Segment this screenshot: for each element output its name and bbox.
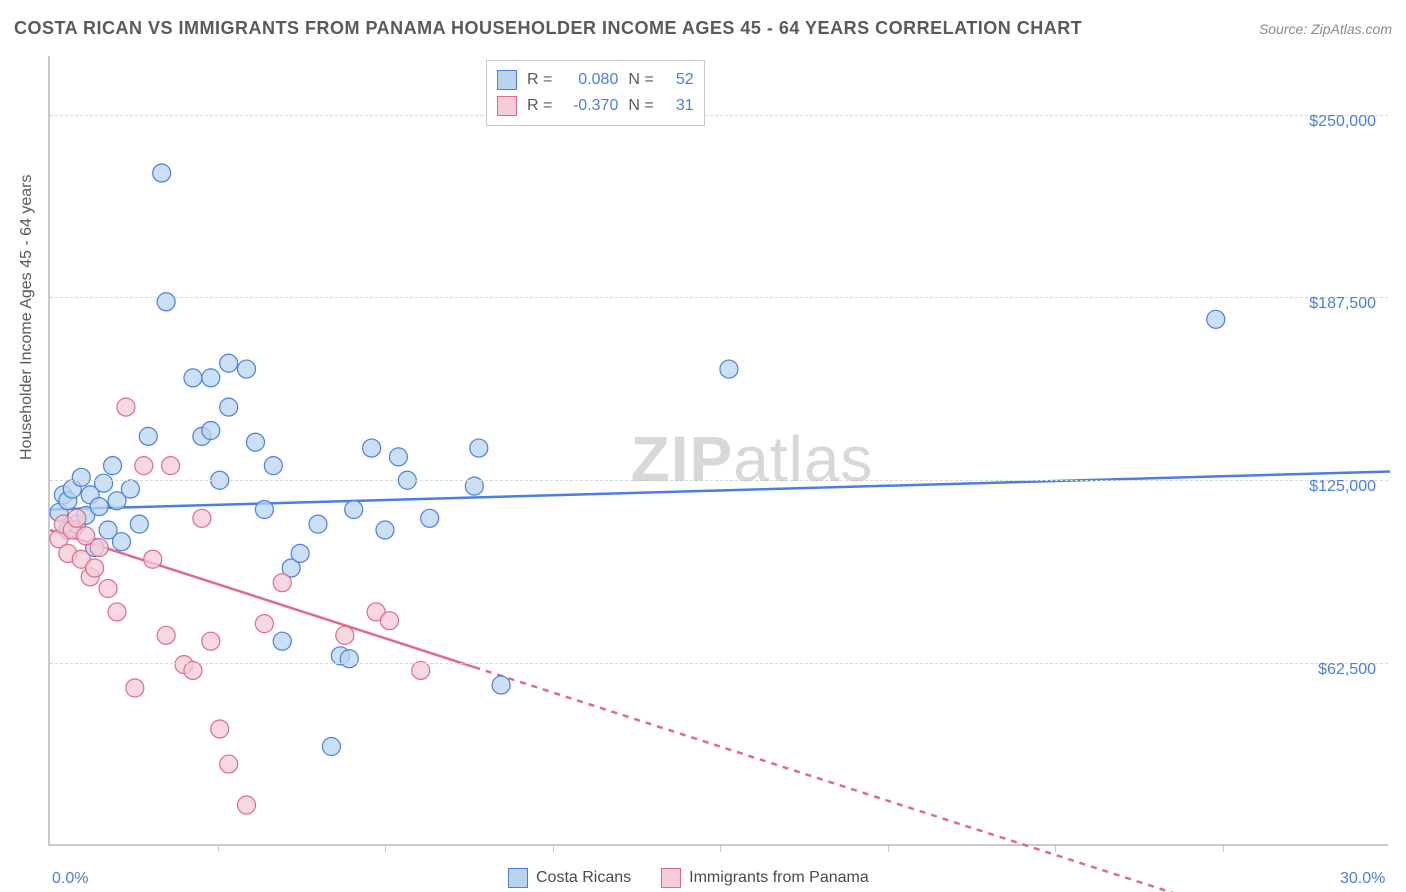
r-label: R = — [527, 71, 552, 89]
data-point — [246, 433, 264, 451]
data-point — [108, 603, 126, 621]
y-axis-label: Householder Income Ages 45 - 64 years — [18, 175, 36, 461]
data-point — [193, 509, 211, 527]
n-label: N = — [628, 71, 653, 89]
data-point — [336, 626, 354, 644]
data-point — [157, 293, 175, 311]
data-point — [220, 398, 238, 416]
chart-title: COSTA RICAN VS IMMIGRANTS FROM PANAMA HO… — [14, 18, 1082, 39]
legend-row: R = 0.080 N = 52 — [497, 67, 694, 93]
plot-area: $62,500$125,000$187,500$250,000ZIPatlasR… — [48, 56, 1388, 846]
data-point — [492, 676, 510, 694]
data-point — [157, 626, 175, 644]
n-value: 31 — [664, 97, 694, 115]
grid-line — [50, 297, 1388, 298]
data-point — [412, 661, 430, 679]
data-point — [376, 521, 394, 539]
data-point — [255, 501, 273, 519]
data-point — [202, 632, 220, 650]
source-prefix: Source: — [1259, 21, 1311, 37]
grid-line — [50, 115, 1388, 116]
data-point — [162, 457, 180, 475]
y-tick-label: $187,500 — [1309, 295, 1376, 313]
data-point — [112, 533, 130, 551]
r-value: 0.080 — [562, 71, 618, 89]
data-point — [139, 427, 157, 445]
y-tick-label: $62,500 — [1318, 661, 1376, 679]
data-point — [202, 369, 220, 387]
series-name: Costa Ricans — [536, 869, 631, 887]
r-value: -0.370 — [562, 97, 618, 115]
series-name: Immigrants from Panama — [689, 869, 869, 887]
legend-swatch — [508, 868, 528, 888]
data-point — [322, 738, 340, 756]
x-tick — [553, 844, 554, 852]
data-point — [273, 632, 291, 650]
data-point — [130, 515, 148, 533]
data-point — [389, 448, 407, 466]
data-point — [220, 354, 238, 372]
data-point — [86, 559, 104, 577]
x-tick — [1223, 844, 1224, 852]
data-point — [363, 439, 381, 457]
data-point — [470, 439, 488, 457]
data-point — [220, 755, 238, 773]
legend-swatch — [497, 96, 517, 116]
data-point — [184, 369, 202, 387]
x-tick — [218, 844, 219, 852]
data-point — [345, 501, 363, 519]
data-point — [135, 457, 153, 475]
correlation-legend: R = 0.080 N = 52 R = -0.370 N = 31 — [486, 60, 705, 126]
data-point — [380, 612, 398, 630]
data-point — [90, 498, 108, 516]
data-point — [104, 457, 122, 475]
data-point — [153, 164, 171, 182]
data-point — [211, 720, 229, 738]
data-point — [238, 360, 256, 378]
n-label: N = — [628, 97, 653, 115]
data-point — [291, 544, 309, 562]
legend-swatch — [661, 868, 681, 888]
data-point — [273, 574, 291, 592]
data-point — [202, 422, 220, 440]
data-point — [90, 539, 108, 557]
data-point — [121, 480, 139, 498]
legend-row: R = -0.370 N = 31 — [497, 93, 694, 119]
grid-line — [50, 480, 1388, 481]
n-value: 52 — [664, 71, 694, 89]
data-point — [340, 650, 358, 668]
x-axis-label: 30.0% — [1340, 870, 1385, 888]
x-tick — [385, 844, 386, 852]
y-tick-label: $250,000 — [1309, 113, 1376, 131]
data-point — [264, 457, 282, 475]
data-point — [117, 398, 135, 416]
data-point — [72, 468, 90, 486]
data-point — [126, 679, 144, 697]
data-point — [255, 615, 273, 633]
data-point — [95, 474, 113, 492]
r-label: R = — [527, 97, 552, 115]
x-tick — [1055, 844, 1056, 852]
chart-svg — [50, 56, 1388, 844]
legend-item: Costa Ricans — [508, 868, 631, 888]
series-legend: Costa Ricans Immigrants from Panama — [508, 868, 869, 888]
source-label: Source: ZipAtlas.com — [1259, 21, 1392, 37]
y-tick-label: $125,000 — [1309, 478, 1376, 496]
legend-swatch — [497, 70, 517, 90]
data-point — [68, 509, 86, 527]
data-point — [238, 796, 256, 814]
x-axis-label: 0.0% — [52, 870, 88, 888]
data-point — [421, 509, 439, 527]
data-point — [184, 661, 202, 679]
x-tick — [888, 844, 889, 852]
data-point — [99, 580, 117, 598]
data-point — [1207, 310, 1225, 328]
data-point — [309, 515, 327, 533]
data-point — [144, 550, 162, 568]
source-name: ZipAtlas.com — [1311, 21, 1392, 37]
data-point — [720, 360, 738, 378]
x-tick — [720, 844, 721, 852]
grid-line — [50, 663, 1388, 664]
legend-item: Immigrants from Panama — [661, 868, 869, 888]
